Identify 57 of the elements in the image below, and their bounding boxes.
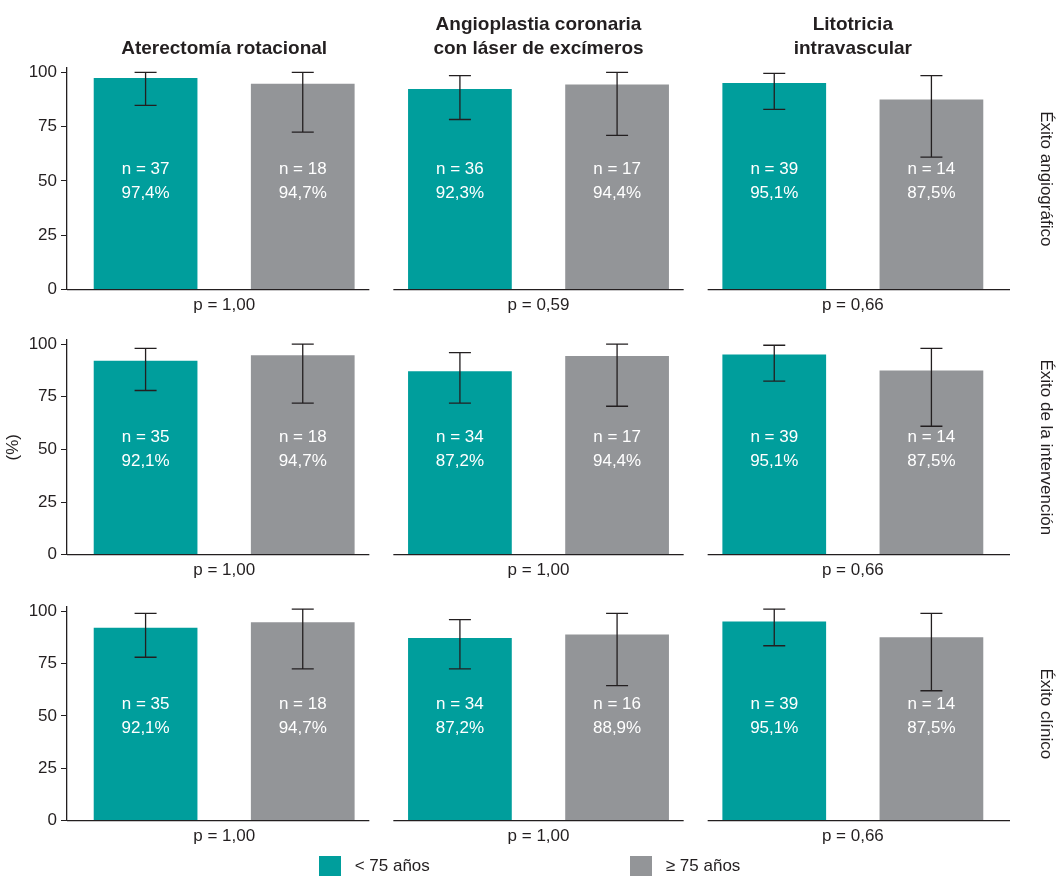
x-tick-label: p = 1,00 — [193, 826, 256, 846]
data-label: n = 39 95,1% — [750, 427, 799, 471]
bar — [879, 637, 984, 821]
x-tick-label: p = 0,59 — [507, 295, 570, 315]
data-label: n = 39 95,1% — [750, 693, 799, 737]
bar — [408, 637, 512, 821]
y-axis-title: (%) — [3, 434, 22, 461]
y-tick-label: 0 — [47, 279, 57, 299]
y-tick-label: 100 — [28, 62, 57, 82]
y-tick-label: 25 — [38, 757, 57, 777]
text: Aterectomía rotacional — [121, 37, 328, 58]
bar — [250, 622, 355, 821]
x-tick-label: p = 1,00 — [507, 826, 570, 846]
y-tick-label: 25 — [38, 224, 57, 244]
x-tick-label: p = 1,00 — [193, 560, 256, 580]
text: Angioplastia coronaria con láser de excímeros — [433, 13, 644, 58]
y-tick-label: 50 — [38, 705, 57, 725]
data-label: n = 14 87,5% — [907, 693, 956, 737]
y2-axis-title: Éxito angiográfico — [1037, 111, 1056, 247]
data-label: n = 18 94,7% — [278, 427, 327, 471]
y-tick-label: 50 — [38, 439, 57, 459]
data-label: n = 18 94,7% — [278, 693, 327, 737]
data-label: n = 17 94,4% — [592, 427, 642, 471]
y2-axis-title: Éxito de la intervención — [1037, 359, 1056, 536]
text: Litotricia intravascular — [793, 13, 913, 58]
data-label: n = 14 87,5% — [907, 427, 956, 471]
x-tick-label: p = 1,00 — [193, 295, 256, 315]
y-tick-label: 25 — [38, 491, 57, 511]
x-tick-label: p = 1,00 — [507, 560, 570, 580]
data-label: n = 14 87,5% — [907, 158, 956, 202]
y-tick-label: 0 — [47, 544, 57, 564]
data-label: n = 37 97,4% — [121, 158, 170, 202]
y2-axis-title: Éxito clínico — [1037, 668, 1056, 760]
y-tick-label: 75 — [38, 116, 57, 136]
legend-label: < 75 años — [354, 856, 430, 876]
data-label: n = 35 92,1% — [121, 427, 170, 471]
y-tick-label: 100 — [28, 333, 57, 353]
data-label: n = 34 87,2% — [435, 427, 485, 471]
y-tick-label: 100 — [28, 600, 57, 620]
bar — [722, 621, 827, 821]
y-tick-label: 50 — [38, 170, 57, 190]
bar — [565, 634, 669, 821]
x-tick-label: p = 0,66 — [821, 560, 884, 580]
data-label: n = 39 95,1% — [750, 158, 799, 202]
data-label: n = 18 94,7% — [278, 158, 327, 202]
y-tick-label: 75 — [38, 653, 57, 673]
y-tick-label: 75 — [38, 386, 57, 406]
legend-label: ≥ 75 años — [665, 856, 741, 876]
data-label: n = 34 87,2% — [435, 693, 485, 737]
data-label: n = 17 94,4% — [592, 158, 642, 202]
x-tick-label: p = 0,66 — [821, 295, 884, 315]
x-tick-label: p = 0,66 — [821, 826, 884, 846]
y-tick-label: 0 — [47, 810, 57, 830]
data-label: n = 16 88,9% — [592, 693, 642, 737]
data-label: n = 35 92,1% — [121, 693, 170, 737]
bar — [93, 627, 198, 821]
data-label: n = 36 92,3% — [435, 158, 485, 202]
